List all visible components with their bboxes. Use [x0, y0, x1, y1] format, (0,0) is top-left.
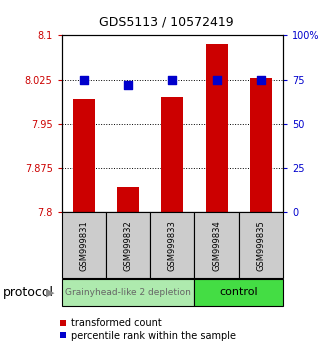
Bar: [194, 212, 239, 278]
Bar: [205, 44, 228, 212]
Text: GSM999835: GSM999835: [256, 220, 265, 270]
Point: [258, 77, 263, 82]
Point: [169, 77, 175, 82]
Text: protocol: protocol: [3, 286, 54, 299]
Point: [81, 77, 87, 82]
Point: [214, 77, 219, 82]
Text: Grainyhead-like 2 depletion: Grainyhead-like 2 depletion: [65, 288, 191, 297]
Text: GSM999832: GSM999832: [124, 220, 133, 270]
Legend: transformed count, percentile rank within the sample: transformed count, percentile rank withi…: [60, 318, 235, 341]
Bar: [239, 212, 283, 278]
Bar: [150, 212, 194, 278]
Point: [125, 82, 131, 88]
Text: control: control: [219, 287, 258, 297]
Bar: [117, 187, 139, 212]
Bar: [194, 279, 283, 306]
Bar: [106, 212, 150, 278]
Bar: [62, 279, 194, 306]
Bar: [73, 98, 95, 212]
Text: ▶: ▶: [46, 287, 55, 297]
Bar: [250, 78, 272, 212]
Text: GSM999833: GSM999833: [168, 220, 177, 270]
Text: GSM999834: GSM999834: [212, 220, 221, 270]
Text: GSM999831: GSM999831: [79, 220, 88, 270]
Bar: [161, 97, 183, 212]
Text: GDS5113 / 10572419: GDS5113 / 10572419: [99, 16, 234, 29]
Bar: [62, 212, 106, 278]
